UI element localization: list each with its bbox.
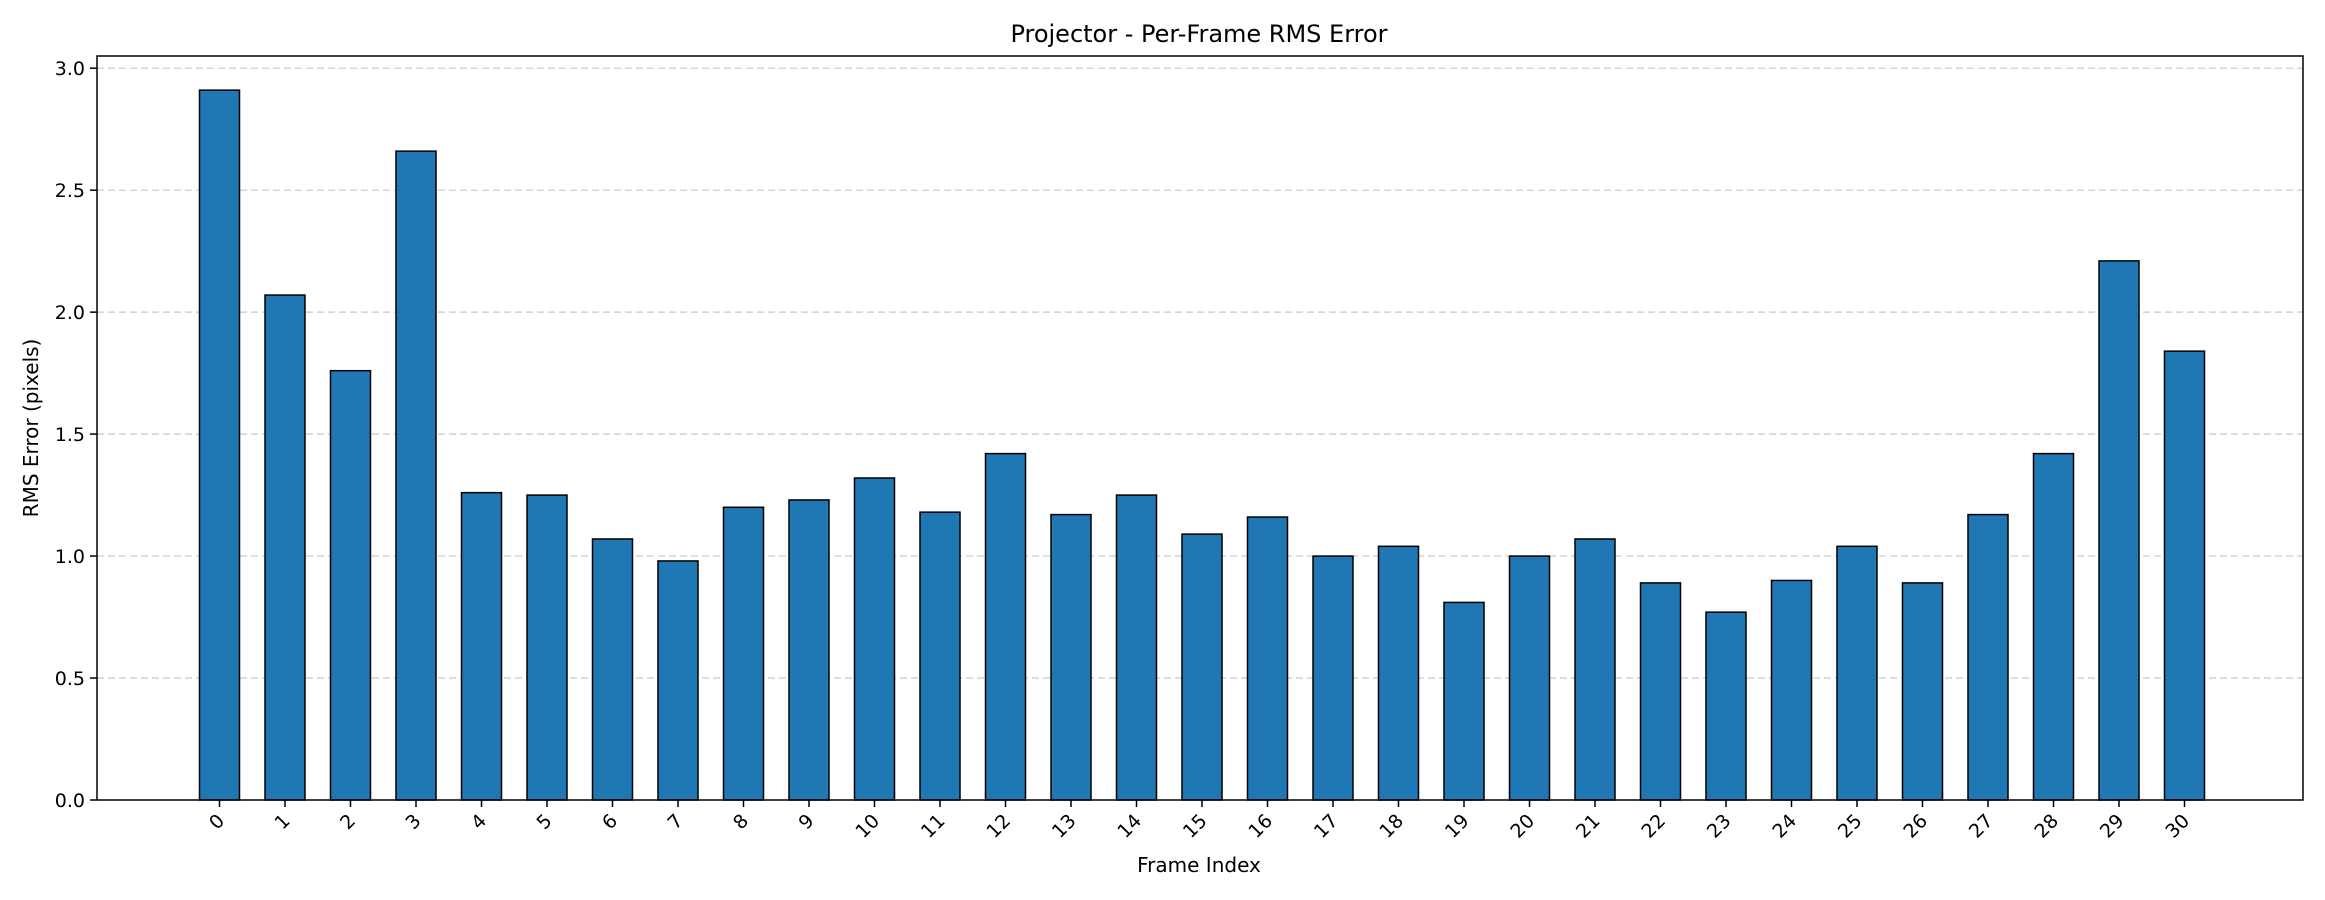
- bars: [198, 89, 2206, 801]
- bar-frame-14: [1115, 494, 1158, 801]
- chart-title: Projector - Per-Frame RMS Error: [1010, 20, 1387, 48]
- bar-frame-16: [1246, 516, 1289, 801]
- x-tick-label: 23: [1703, 810, 1736, 843]
- bar-frame-21: [1574, 538, 1616, 801]
- y-tick-label: 1.0: [55, 546, 85, 568]
- x-tick-label: 17: [1310, 810, 1343, 843]
- x-tick-label: 12: [982, 810, 1015, 843]
- plot-frame: [96, 55, 2304, 801]
- x-tick-label: 26: [1899, 810, 1932, 843]
- x-tick-label: 18: [1375, 810, 1408, 843]
- bar-frame-4: [460, 491, 503, 801]
- x-tick-label: 2: [336, 810, 360, 834]
- bar-frame-23: [1705, 611, 1747, 801]
- bar-frame-13: [1050, 513, 1092, 801]
- x-axis-label: Frame Index: [1137, 853, 1261, 877]
- bar-frame-1: [264, 294, 306, 801]
- y-tick-label: 1.5: [55, 424, 85, 446]
- bar-frame-22: [1639, 582, 1682, 801]
- x-tick-label: 4: [467, 810, 491, 834]
- x-tick-label: 10: [851, 810, 884, 843]
- x-tick-label: 19: [1441, 810, 1474, 843]
- x-tick-label: 14: [1113, 810, 1146, 843]
- bar-frame-18: [1377, 545, 1420, 801]
- bar-frame-3: [395, 150, 437, 801]
- y-axis: 0.0 0.5 1.0 1.5 2.0 2.5 3.0: [55, 58, 97, 812]
- x-tick-label: 22: [1637, 810, 1670, 843]
- x-tick-label: 5: [532, 810, 556, 834]
- bar-frame-12: [984, 452, 1027, 801]
- x-tick-label: 15: [1179, 810, 1212, 843]
- bar-frame-29: [2098, 260, 2140, 801]
- bar-frame-17: [1312, 555, 1354, 801]
- bar-frame-27: [1967, 513, 2009, 801]
- x-tick-label: 13: [1048, 810, 1081, 843]
- x-axis: 0 1 2 3 4 5 6 7 8 9 10 11 12 13 14 15 16 17 18 19 20 21 22 23 24…: [205, 800, 2194, 843]
- bar-frame-15: [1181, 533, 1223, 801]
- x-tick-label: 1: [270, 810, 294, 834]
- y-axis-label: RMS Error (pixels): [19, 339, 43, 518]
- bar-frame-9: [788, 499, 830, 801]
- x-tick-label: 30: [2161, 810, 2194, 843]
- bar-frame-2: [329, 369, 372, 801]
- bar-frame-25: [1836, 545, 1878, 801]
- bar-frame-0: [198, 89, 241, 801]
- x-tick-label: 8: [729, 810, 753, 834]
- y-tick-label: 0.5: [55, 668, 85, 690]
- x-tick-label: 25: [1834, 810, 1867, 843]
- bar-frame-28: [2032, 452, 2075, 801]
- bar-frame-20: [1508, 555, 1551, 801]
- bar-frame-7: [657, 560, 699, 801]
- x-tick-label: 6: [598, 810, 622, 834]
- bar-frame-11: [919, 511, 961, 801]
- x-tick-label: 29: [2096, 810, 2129, 843]
- bar-frame-30: [2163, 350, 2206, 801]
- bar-frame-24: [1770, 579, 1813, 801]
- x-tick-label: 28: [2030, 810, 2063, 843]
- x-tick-label: 9: [794, 810, 818, 834]
- y-tick-label: 0.0: [55, 790, 85, 812]
- x-tick-label: 21: [1572, 810, 1605, 843]
- y-tick-label: 2.5: [55, 180, 85, 202]
- x-tick-label: 3: [401, 810, 425, 834]
- bar-frame-26: [1901, 582, 1944, 801]
- bar-frame-8: [722, 506, 765, 801]
- x-tick-label: 20: [1506, 810, 1539, 843]
- bar-frame-5: [526, 494, 568, 801]
- x-tick-label: 7: [663, 810, 687, 834]
- bar-frame-10: [853, 477, 896, 801]
- x-tick-label: 0: [205, 810, 229, 834]
- bar-frame-19: [1443, 601, 1485, 801]
- x-tick-label: 27: [1965, 810, 1998, 843]
- y-tick-label: 3.0: [55, 58, 85, 80]
- x-tick-label: 16: [1244, 810, 1277, 843]
- y-tick-label: 2.0: [55, 302, 85, 324]
- x-tick-label: 24: [1768, 810, 1801, 843]
- bar-frame-6: [591, 538, 634, 801]
- x-tick-label: 11: [917, 810, 950, 843]
